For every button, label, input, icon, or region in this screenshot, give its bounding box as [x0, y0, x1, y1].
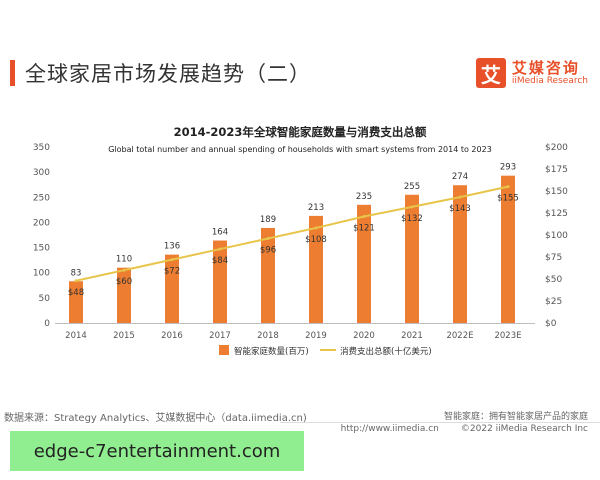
- title-accent-bar: [10, 60, 15, 86]
- bar-data-label: 136: [164, 242, 180, 252]
- watermark-text: edge-c7entertainment.com: [33, 440, 281, 462]
- spending-point: [362, 215, 366, 219]
- right-axis-tick-label: $150: [545, 187, 568, 197]
- bar-data-label: 189: [260, 215, 276, 225]
- spending-point: [266, 237, 270, 241]
- left-axis-tick-label: 200: [33, 218, 50, 228]
- spending-point: [74, 279, 78, 283]
- x-axis-tick-label: 2023E: [494, 331, 521, 341]
- left-axis-tick-label: 0: [44, 319, 50, 329]
- bar-data-label: 110: [116, 255, 132, 265]
- watermark-banner: edge-c7entertainment.com: [10, 431, 304, 471]
- left-axis-tick-label: 150: [33, 244, 50, 254]
- footer-url[interactable]: http://www.iimedia.cn: [340, 424, 439, 434]
- chart-title: 2014-2023年全球智能家庭数量与消费支出总额: [174, 125, 427, 139]
- footer: http://www.iimedia.cn ©2022 iiMedia Rese…: [341, 424, 588, 434]
- bar-smart-households: [165, 254, 179, 323]
- x-axis-tick-label: 2021: [401, 331, 423, 341]
- spending-point: [122, 268, 126, 272]
- bar-smart-households: [261, 227, 275, 323]
- bar-data-label: 293: [500, 163, 516, 173]
- definition-note: 智能家庭：拥有智能家居产品的家庭: [443, 412, 588, 422]
- footer-divider: [280, 422, 600, 423]
- right-axis-tick-label: $200: [545, 143, 568, 153]
- bar-data-label: 164: [212, 228, 228, 238]
- spending-data-label: $108: [305, 235, 327, 245]
- bar-data-label: 213: [308, 203, 324, 213]
- chart: 2014-2023年全球智能家庭数量与消费支出总额 Global total n…: [33, 125, 568, 357]
- spending-point: [410, 205, 414, 209]
- x-axis-tick-label: 2015: [113, 331, 135, 341]
- brand-logo-icon: 艾: [475, 58, 506, 88]
- spending-data-label: $143: [449, 204, 471, 214]
- bar-smart-households: [405, 194, 419, 323]
- right-axis-tick-label: $125: [545, 209, 568, 219]
- bar-smart-households: [357, 204, 371, 323]
- spending-data-label: $60: [116, 277, 132, 287]
- right-axis-tick-label: $100: [545, 231, 568, 241]
- spending-series-line: [75, 185, 509, 282]
- x-axis-tick-label: 2017: [209, 331, 231, 341]
- bar-data-label: 235: [356, 192, 372, 202]
- right-axis-tick-label: $75: [545, 253, 562, 263]
- right-axis-tick-label: $175: [545, 165, 568, 175]
- x-axis-tick-label: 2014: [65, 331, 87, 341]
- x-axis-tick-label: 2018: [257, 331, 279, 341]
- right-axis-tick-label: $25: [545, 297, 562, 307]
- spending-data-label: $84: [212, 256, 228, 266]
- spending-data-label: $96: [260, 246, 276, 256]
- spending-point: [458, 195, 462, 199]
- brand-logo-group: 艾 艾媒咨询 iiMedia Research: [475, 58, 588, 88]
- legend-label-line: 消费支出总额(十亿美元): [340, 346, 432, 357]
- spending-data-label: $155: [497, 194, 519, 204]
- bar-smart-households: [117, 267, 131, 323]
- left-axis-tick-label: 300: [33, 168, 50, 178]
- spending-point: [314, 226, 318, 230]
- slide-title: 全球家居市场发展趋势（二）: [10, 58, 311, 88]
- bar-data-label: 83: [71, 268, 82, 278]
- bar-data-label: 255: [404, 182, 420, 192]
- x-axis-tick-label: 2020: [353, 331, 375, 341]
- brand-name: 艾媒咨询: [511, 58, 580, 77]
- bar-smart-households: [453, 185, 467, 323]
- spending-data-label: $48: [68, 288, 84, 298]
- bar-smart-households: [501, 175, 515, 323]
- bar-smart-households: [309, 215, 323, 323]
- spending-point: [170, 258, 174, 262]
- chart-subtitle: Global total number and annual spending …: [108, 145, 492, 154]
- slide-title-text: 全球家居市场发展趋势（二）: [25, 62, 311, 86]
- spending-point: [218, 247, 222, 251]
- right-axis-tick-label: $0: [545, 319, 557, 329]
- x-axis-tick-label: 2019: [305, 331, 327, 341]
- left-axis-tick-label: 350: [33, 143, 50, 153]
- legend-label-bar: 智能家庭数量(百万): [234, 346, 309, 357]
- left-axis-tick-label: 250: [33, 193, 50, 203]
- left-axis-tick-label: 50: [39, 294, 51, 304]
- spending-data-label: $121: [353, 224, 375, 234]
- right-axis-tick-label: $50: [545, 275, 562, 285]
- spending-point: [506, 185, 510, 189]
- data-source: 数据来源：Strategy Analytics、艾媒数据中心（data.iime…: [4, 413, 307, 424]
- x-axis-tick-label: 2016: [161, 331, 183, 341]
- brand-subtitle: iiMedia Research: [511, 75, 588, 86]
- left-axis-tick-label: 100: [33, 269, 50, 279]
- legend-swatch-bar: [219, 345, 229, 355]
- spending-data-label: $72: [164, 267, 180, 277]
- footer-copyright: ©2022 iiMedia Research Inc: [460, 424, 588, 434]
- spending-data-label: $132: [401, 214, 423, 224]
- bar-smart-households: [69, 281, 83, 323]
- x-axis-tick-label: 2022E: [446, 331, 473, 341]
- bar-data-label: 274: [452, 172, 468, 182]
- bar-smart-households: [213, 240, 227, 323]
